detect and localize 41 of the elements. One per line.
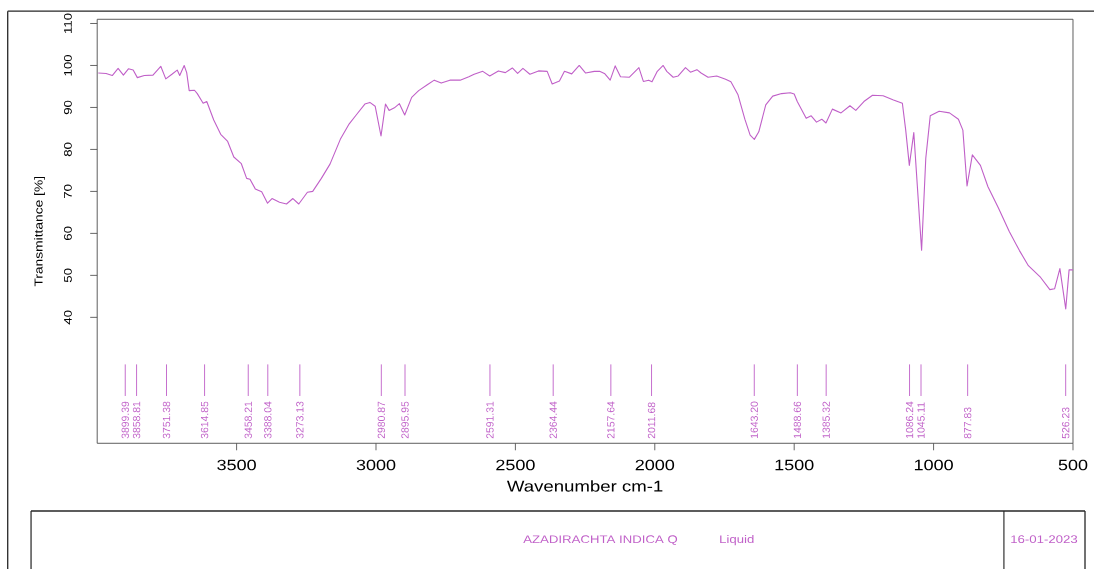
text: Liquid (720, 535, 754, 546)
x-axis-title: Wavenumber cm-1 (506, 480, 663, 492)
y-tick-label: 40 (64, 310, 72, 325)
x-tick-label: 2000 (635, 459, 675, 471)
y-tick-label: 90 (64, 100, 72, 115)
annotation: 3273.13 (296, 401, 304, 439)
annotation: 1488.66 (793, 401, 802, 438)
x-tick-label: 1500 (775, 459, 814, 471)
x-tick-label: 2500 (496, 459, 535, 471)
annotation: 1643.20 (750, 401, 758, 438)
x-tick-label: 500 (1058, 459, 1088, 471)
annotation: 3899.39 (121, 401, 129, 439)
y-tick-label: 50 (64, 268, 72, 283)
y-tick-label: 60 (64, 226, 72, 241)
annotation: 2895.95 (401, 401, 409, 439)
annotation: 526.23 (1061, 407, 1070, 439)
annotation: 3614.85 (200, 401, 209, 439)
annotation: 2011.68 (647, 402, 656, 439)
y-tick-label: 100 (64, 54, 72, 76)
annotation: 2364.44 (549, 401, 557, 439)
text: AZADIRACHTA INDICA Q (523, 535, 678, 546)
annotation: 877.83 (963, 407, 972, 439)
annotation: 2157.64 (607, 401, 615, 439)
y-tick-label: 80 (64, 142, 72, 157)
annotation: 1385.32 (822, 401, 830, 438)
y-tick-label: 110 (64, 13, 72, 34)
line-series (97, 64, 1074, 310)
y-axis-title: Transmittance [%] (34, 176, 45, 287)
x-tick-label: 3500 (217, 459, 256, 471)
annotation: 3388.04 (264, 401, 272, 439)
annotation: 2591.31 (486, 401, 494, 439)
annotation: 2980.87 (377, 401, 385, 439)
x-tick-label: 1000 (914, 459, 953, 471)
annotation: 3458.21 (244, 401, 252, 439)
annotation: 1086.24 (905, 401, 914, 438)
y-tick-label: 70 (64, 184, 72, 199)
annotation: 3751.38 (162, 401, 171, 439)
annotation: 3858.81 (132, 401, 141, 439)
x-tick-label: 3000 (356, 459, 396, 471)
annotation: 1045.11 (917, 402, 925, 438)
text: 16-01-2023 (1011, 535, 1078, 544)
